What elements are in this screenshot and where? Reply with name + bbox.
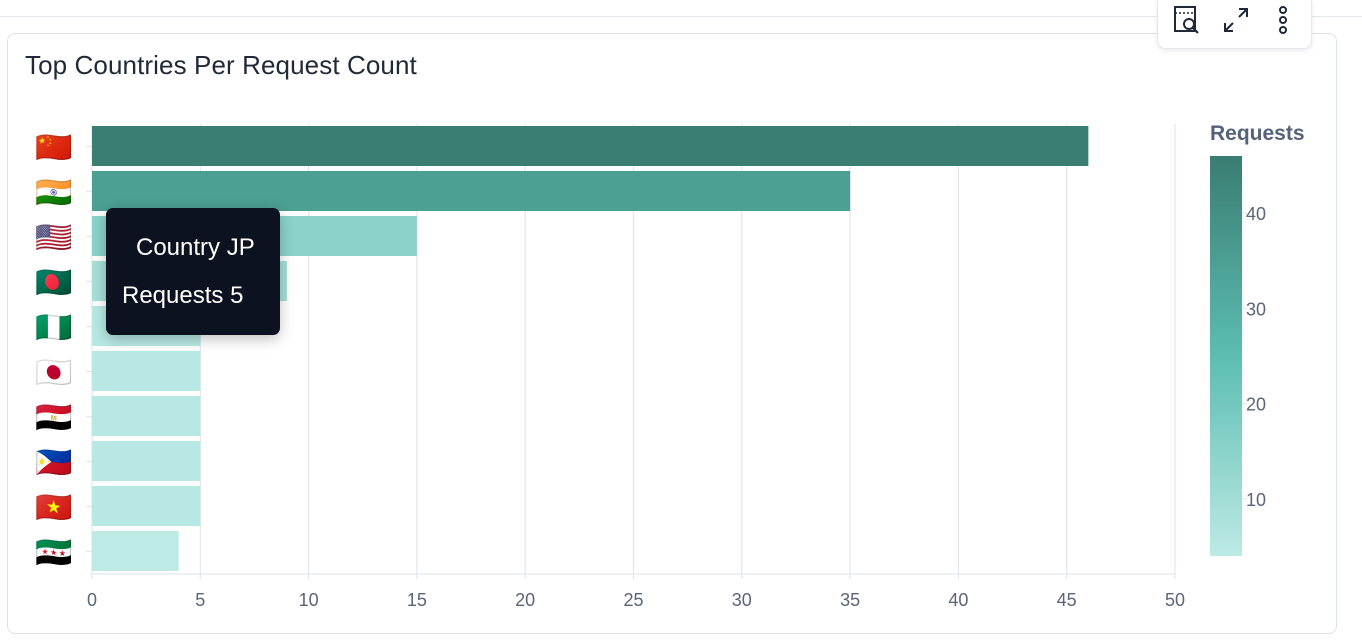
more-vertical-icon (1279, 6, 1287, 34)
x-tick-label: 0 (87, 590, 97, 610)
flag-jp: 🇯🇵 (35, 357, 72, 390)
legend-tick-label: 40 (1246, 204, 1266, 224)
tooltip-country-value: JP (226, 234, 255, 261)
x-tick-label: 40 (948, 590, 968, 610)
x-tick-label: 50 (1165, 590, 1185, 610)
expand-button[interactable] (1219, 3, 1253, 37)
tooltip-requests-row: Requests 5 (122, 282, 243, 310)
legend-gradient-bar (1210, 156, 1242, 556)
expand-icon (1224, 8, 1248, 32)
flag-sy: 🇸🇾 (35, 537, 72, 570)
top-divider (0, 16, 1362, 17)
flag-ph: 🇵🇭 (35, 447, 72, 480)
flag-ng: 🇳🇬 (35, 312, 72, 345)
bar-eg[interactable] (92, 396, 201, 436)
color-legend: 10 20 30 40 (1210, 156, 1266, 556)
x-tick-label: 45 (1057, 590, 1077, 610)
more-options-button[interactable] (1266, 3, 1300, 37)
legend-tick-label: 10 (1246, 490, 1266, 510)
tooltip-country-label: Country (136, 234, 221, 261)
bar-tooltip: Country JP Requests 5 (106, 208, 280, 335)
inspect-button[interactable] (1170, 3, 1204, 37)
flag-in: 🇮🇳 (35, 177, 72, 210)
legend-title: Requests (1210, 122, 1305, 145)
x-tick-label: 5 (195, 590, 205, 610)
tooltip-country-row: Country JP (136, 234, 255, 262)
x-axis: 0 5 10 15 20 25 30 35 40 45 50 (87, 573, 1185, 610)
bar-vn[interactable] (92, 486, 201, 526)
x-tick-label: 15 (407, 590, 427, 610)
flag-bd: 🇧🇩 (35, 267, 72, 300)
flag-vn: 🇻🇳 (35, 492, 72, 525)
flag-eg: 🇪🇬 (35, 402, 72, 435)
x-tick-label: 10 (299, 590, 319, 610)
bars (92, 126, 1089, 571)
bar-ph[interactable] (92, 441, 201, 481)
bar-jp[interactable] (92, 351, 201, 391)
legend-tick-label: 20 (1246, 395, 1266, 415)
tooltip-requests-label: Requests (122, 282, 224, 309)
panel-toolbar (1157, 0, 1312, 49)
country-flags: 🇨🇳 🇮🇳 🇺🇸 🇧🇩 🇳🇬 🇯🇵 🇪🇬 🇵🇭 🇻🇳 🇸🇾 (35, 132, 92, 570)
x-tick-label: 30 (732, 590, 752, 610)
inspect-icon (1174, 6, 1199, 34)
bar-cn[interactable] (92, 126, 1089, 166)
x-tick-label: 25 (623, 590, 643, 610)
panel-title: Top Countries Per Request Count (25, 50, 417, 80)
x-tick-label: 20 (515, 590, 535, 610)
bar-in[interactable] (92, 171, 851, 211)
flag-cn: 🇨🇳 (35, 132, 72, 165)
legend-tick-label: 30 (1246, 299, 1266, 319)
flag-us: 🇺🇸 (35, 222, 72, 255)
x-tick-label: 35 (840, 590, 860, 610)
tooltip-requests-value: 5 (230, 282, 244, 309)
bar-sy[interactable] (92, 531, 179, 571)
